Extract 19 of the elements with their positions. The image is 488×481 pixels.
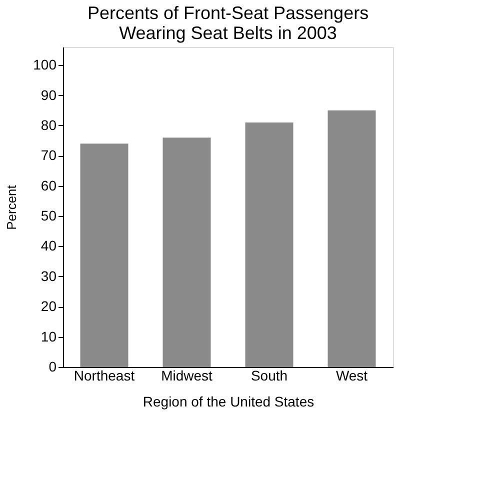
text: Wearing Seat Belts in 2003 bbox=[119, 23, 337, 43]
y-tick-label: 10 bbox=[40, 328, 57, 344]
y-tick-label: 80 bbox=[40, 116, 57, 133]
x-tick-label: West bbox=[336, 368, 368, 384]
y-tick-label: 60 bbox=[40, 177, 57, 194]
y-axis-title: Percent bbox=[4, 184, 20, 230]
y-tick-label: 90 bbox=[40, 86, 57, 103]
y-tick-label: 40 bbox=[40, 238, 57, 254]
y-tick-label: 100 bbox=[33, 56, 57, 73]
y-tick-label: 30 bbox=[40, 268, 57, 284]
y-tick-label: 70 bbox=[40, 147, 57, 164]
y-tick-label: 0 bbox=[48, 358, 57, 374]
x-tick-label: Northeast bbox=[74, 368, 135, 384]
x-tick-label: South bbox=[250, 368, 288, 384]
text: Percents of Front-Seat Passengers bbox=[87, 3, 369, 23]
y-tick-label: 50 bbox=[40, 208, 57, 224]
y-tick-label: 20 bbox=[40, 298, 57, 314]
x-tick-label: Midwest bbox=[161, 368, 213, 384]
x-axis-title: Region of the United States bbox=[142, 394, 314, 410]
